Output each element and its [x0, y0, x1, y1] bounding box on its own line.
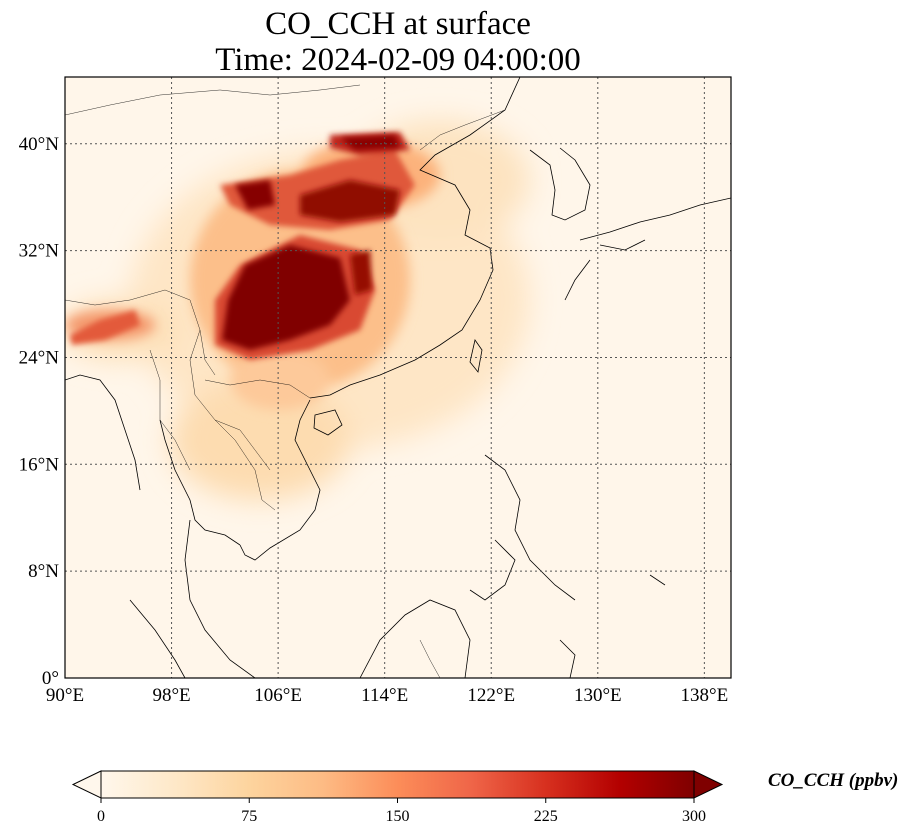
y-axis: 0° 8°N 16°N 24°N 32°N 40°N — [19, 134, 60, 689]
colorbar-extend-min — [71, 770, 102, 799]
colorbar-extend-max — [693, 770, 724, 799]
colorbar-gradient — [101, 771, 694, 798]
y-tick-label: 32°N — [19, 241, 60, 262]
coastlines — [65, 77, 731, 678]
x-tick-label: 98°E — [152, 685, 190, 706]
colorbar-tick-label: 225 — [534, 808, 558, 825]
y-tick-label: 0° — [42, 668, 59, 689]
title-line-1: CO_CCH at surface — [265, 6, 531, 42]
map-frame — [64, 76, 732, 679]
y-tick-label: 8°N — [28, 561, 59, 582]
x-tick-label: 130°E — [574, 685, 622, 706]
x-tick-label: 114°E — [361, 685, 408, 706]
gridlines — [65, 77, 731, 678]
x-tick-label: 106°E — [254, 685, 302, 706]
colorbar-label: CO_CCH (ppbv) — [768, 770, 899, 791]
y-tick-label: 24°N — [19, 347, 60, 368]
colorbar-tick-label: 300 — [682, 808, 706, 825]
colorbar-tick-label: 75 — [241, 808, 257, 825]
x-tick-label: 90°E — [46, 685, 84, 706]
colorbar-tick-label: 0 — [97, 808, 105, 825]
x-tick-label: 138°E — [681, 685, 729, 706]
colorbar-tick-label: 150 — [386, 808, 410, 825]
x-tick-label: 122°E — [467, 685, 515, 706]
concentration-field-peak — [222, 135, 400, 350]
y-tick-label: 16°N — [19, 454, 60, 475]
title-line-2: Time: 2024-02-09 04:00:00 — [215, 42, 581, 78]
colorbar: 0 75 150 225 300 — [71, 770, 724, 825]
y-tick-label: 40°N — [19, 134, 60, 155]
country-borders — [65, 84, 506, 678]
x-axis: 90°E 98°E 106°E 114°E 122°E 130°E 138°E — [46, 685, 728, 706]
map-plot-area — [65, 77, 731, 678]
